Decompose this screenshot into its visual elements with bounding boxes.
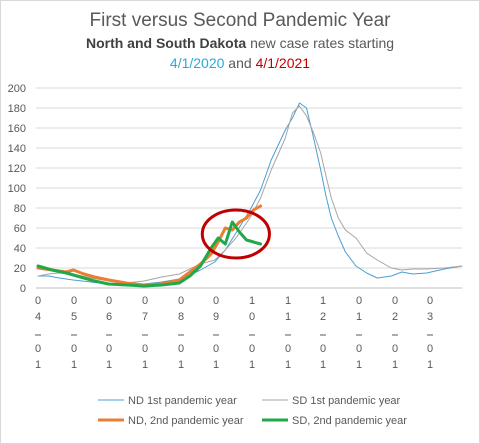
x-tick-line: 0 — [249, 311, 255, 323]
x-tick-label: 0 8 0 1 — [178, 295, 184, 371]
second-year-date: 4/1/2021 — [255, 55, 311, 71]
x-tick-label: 1 2 0 1 — [320, 295, 326, 371]
series-lines — [36, 102, 463, 288]
x-tick-label: 1 1 0 1 — [285, 295, 291, 371]
x-axis: 0401050106010701080109011001110112010101… — [35, 295, 433, 371]
x-tick-line: 1 — [213, 359, 219, 371]
y-tick-label: 200 — [8, 83, 26, 95]
chart-dates: 4/1/2020 and 4/1/2021 — [0, 55, 480, 71]
y-tick-label: 140 — [8, 143, 26, 155]
x-tick-line: 5 — [71, 311, 77, 323]
x-tick-label: 0 2 0 1 — [392, 295, 398, 371]
series-line — [36, 204, 263, 287]
x-tick-line: 0 — [71, 343, 77, 355]
x-tick-line: 4 — [35, 311, 41, 323]
subtitle-rest: new case rates starting — [246, 35, 395, 51]
series-line — [37, 102, 463, 286]
x-tick-line: 0 — [249, 343, 255, 355]
x-tick-line: 0 — [142, 295, 148, 307]
x-tick-line: 1 — [249, 359, 255, 371]
x-tick-line: 0 — [427, 343, 433, 355]
x-tick-line: 0 — [213, 295, 219, 307]
x-tick-label: 0 6 0 1 — [106, 295, 112, 371]
y-tick-label: 160 — [8, 123, 26, 135]
x-tick-line: 6 — [106, 311, 112, 323]
x-tick-line: 7 — [142, 311, 148, 323]
x-tick-line: 9 — [213, 311, 219, 323]
legend-item: ND 1st pandemic year — [98, 395, 237, 407]
x-tick-label: 1 0 0 1 — [249, 295, 255, 371]
x-tick-line: 0 — [392, 343, 398, 355]
x-tick-line: 0 — [392, 295, 398, 307]
x-tick-line: 0 — [356, 295, 362, 307]
x-tick-line: 1 — [356, 359, 362, 371]
x-tick-line: 1 — [320, 295, 326, 307]
x-tick-line: 0 — [35, 343, 41, 355]
x-tick-line: 1 — [320, 359, 326, 371]
x-tick-line: 0 — [213, 343, 219, 355]
x-tick-line: 0 — [35, 295, 41, 307]
legend-label: SD, 2nd pandemic year — [292, 415, 407, 427]
chart-subtitle: North and South Dakota new case rates st… — [0, 35, 480, 51]
x-tick-line: 1 — [356, 311, 362, 323]
x-tick-line: 1 — [392, 359, 398, 371]
grid-lines — [36, 87, 462, 289]
legend-label: ND, 2nd pandemic year — [128, 415, 244, 427]
x-tick-line: 0 — [178, 295, 184, 307]
y-tick-label: 180 — [8, 103, 26, 115]
x-tick-line: 1 — [285, 311, 291, 323]
x-tick-label: 0 3 0 1 — [427, 295, 433, 371]
legend-label: ND 1st pandemic year — [128, 395, 237, 407]
chart-title: First versus Second Pandemic Year — [89, 10, 391, 31]
y-tick-label: 80 — [14, 203, 26, 215]
x-tick-line: 3 — [427, 311, 433, 323]
legend: ND 1st pandemic year SD 1st pandemic year… — [98, 395, 407, 427]
y-tick-label: 60 — [14, 223, 26, 235]
x-tick-line: 2 — [392, 311, 398, 323]
legend-item: SD 1st pandemic year — [262, 395, 401, 407]
x-tick-line: 0 — [142, 343, 148, 355]
y-tick-label: 0 — [20, 283, 26, 295]
y-tick-label: 40 — [14, 243, 26, 255]
x-tick-line: 0 — [320, 343, 326, 355]
x-tick-line: 1 — [427, 359, 433, 371]
x-tick-line: 0 — [178, 343, 184, 355]
x-tick-line: 0 — [356, 343, 362, 355]
legend-item: SD, 2nd pandemic year — [262, 415, 407, 427]
x-tick-line: 2 — [320, 311, 326, 323]
x-tick-line: 0 — [71, 295, 77, 307]
x-tick-label: 0 4 0 1 — [35, 295, 41, 371]
legend-item: ND, 2nd pandemic year — [98, 415, 244, 427]
x-tick-line: 0 — [285, 343, 291, 355]
x-tick-line: 1 — [35, 359, 41, 371]
legend-label: SD 1st pandemic year — [292, 395, 401, 407]
x-tick-label: 0 5 0 1 — [71, 295, 77, 371]
x-tick-label: 0 7 0 1 — [142, 295, 148, 371]
x-tick-line: 0 — [106, 295, 112, 307]
first-year-date: 4/1/2020 — [169, 55, 225, 71]
x-tick-label: 0 9 0 1 — [213, 295, 219, 371]
x-tick-line: 8 — [178, 311, 184, 323]
highlight-ellipse — [200, 208, 271, 260]
y-tick-label: 20 — [14, 263, 26, 275]
x-tick-label: 0 1 0 1 — [356, 295, 362, 371]
x-tick-line: 0 — [427, 295, 433, 307]
x-tick-line: 1 — [106, 359, 112, 371]
x-tick-line: 1 — [71, 359, 77, 371]
x-tick-line: 1 — [285, 359, 291, 371]
x-tick-line: 0 — [106, 343, 112, 355]
highlight-annotation — [200, 208, 271, 260]
series-line — [36, 220, 263, 288]
y-tick-label: 120 — [8, 163, 26, 175]
x-tick-line: 1 — [249, 295, 255, 307]
x-tick-line: 1 — [178, 359, 184, 371]
subtitle-states: North and South Dakota — [85, 35, 247, 51]
x-tick-line: 1 — [142, 359, 148, 371]
dates-connector: and — [224, 55, 256, 71]
y-tick-label: 100 — [8, 183, 26, 195]
y-axis: 0 20 40 60 80 100 120 140 160 180 200 — [8, 83, 26, 295]
x-tick-line: 1 — [285, 295, 291, 307]
